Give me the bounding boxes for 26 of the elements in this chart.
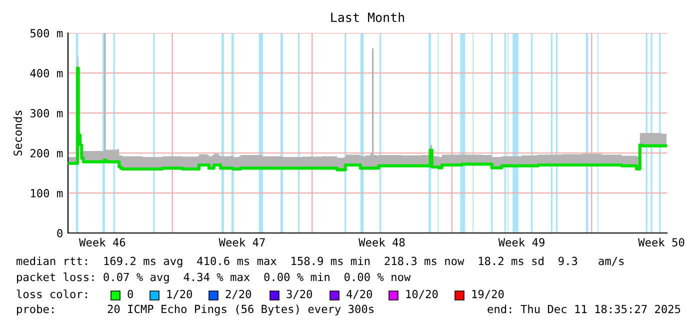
chart-title: Last Month xyxy=(331,12,404,22)
x-tick-label: Week 46 xyxy=(79,238,126,247)
text: 20 ICMP Echo Pings (56 Bytes) every 300s xyxy=(108,304,374,316)
text: end: Thu Dec 11 18:35:27 2025 xyxy=(488,304,680,314)
y-tick-label: 500 m xyxy=(30,29,63,38)
text: 3/20 xyxy=(286,290,312,300)
text: 1/20 xyxy=(167,290,192,300)
text: 0 xyxy=(128,290,133,298)
text: 19/20 xyxy=(472,290,504,300)
text: loss color: xyxy=(16,290,87,298)
y-axis-title: Seconds xyxy=(13,110,22,156)
text: 4/20 xyxy=(346,290,372,300)
text: packet loss: 0.07 % avg 4.34 % max 0.00 % min 0.00 % now xyxy=(17,272,411,284)
text: 10/20 xyxy=(406,290,438,300)
y-tick-label: 300 m xyxy=(30,109,63,118)
text: probe: xyxy=(17,304,54,316)
y-tick-label: 0 xyxy=(57,229,62,238)
y-tick-label: 100 m xyxy=(31,189,63,198)
x-tick-label: Week 47 xyxy=(218,238,265,247)
text: 2/20 xyxy=(226,290,252,300)
x-tick-label: Week 50 xyxy=(638,238,684,247)
text: median rtt: 169.2 ms avg 410.6 ms max 158.9 ms min 218.3 ms now 18.2 ms sd 9.3 am/s xyxy=(16,256,624,268)
x-tick-label: Week 48 xyxy=(358,238,405,247)
y-tick-label: 400 m xyxy=(30,69,63,78)
x-tick-label: Week 49 xyxy=(498,238,544,247)
y-tick-label: 200 m xyxy=(30,149,63,158)
